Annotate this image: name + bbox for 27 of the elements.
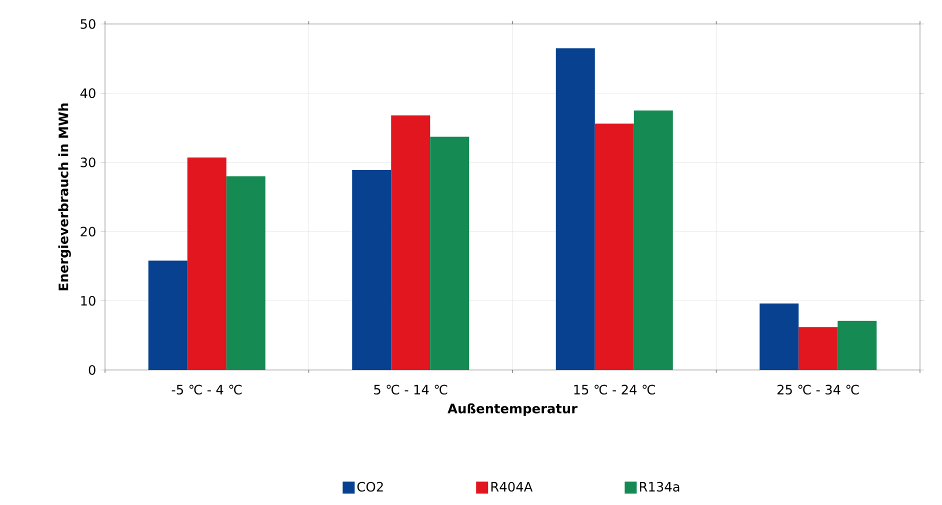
x-tick-label: 15 ℃ - 24 ℃ — [574, 384, 656, 395]
x-tick-label: -5 ℃ - 4 ℃ — [172, 384, 242, 395]
bar — [798, 327, 838, 370]
legend-label: CO2 — [357, 482, 383, 492]
y-axis-title: Energieverbrauch in MWh — [58, 104, 71, 290]
y-tick-label: 20 — [80, 226, 96, 236]
bar — [594, 124, 634, 370]
y-tick-label: 50 — [80, 19, 96, 29]
x-tick-label: 25 ℃ - 34 ℃ — [777, 384, 859, 395]
legend-label: R134a — [640, 482, 680, 492]
y-tick-label: 40 — [80, 88, 96, 98]
y-tick-label: 10 — [81, 296, 96, 306]
bar — [556, 48, 595, 370]
bar — [352, 170, 392, 370]
bar — [226, 176, 266, 370]
y-tick-label: 30 — [80, 157, 96, 168]
bar — [838, 320, 877, 370]
bar — [634, 110, 673, 370]
x-axis-title: Außentemperatur — [448, 403, 578, 416]
bar — [148, 260, 188, 370]
x-tick-label: 5 ℃ - 14 ℃ — [374, 384, 448, 395]
legend-label: R404A — [491, 482, 533, 492]
bar — [187, 158, 226, 370]
bar — [391, 115, 430, 370]
bar — [760, 304, 799, 370]
bar — [430, 136, 470, 370]
y-tick-label: 0 — [88, 365, 96, 375]
